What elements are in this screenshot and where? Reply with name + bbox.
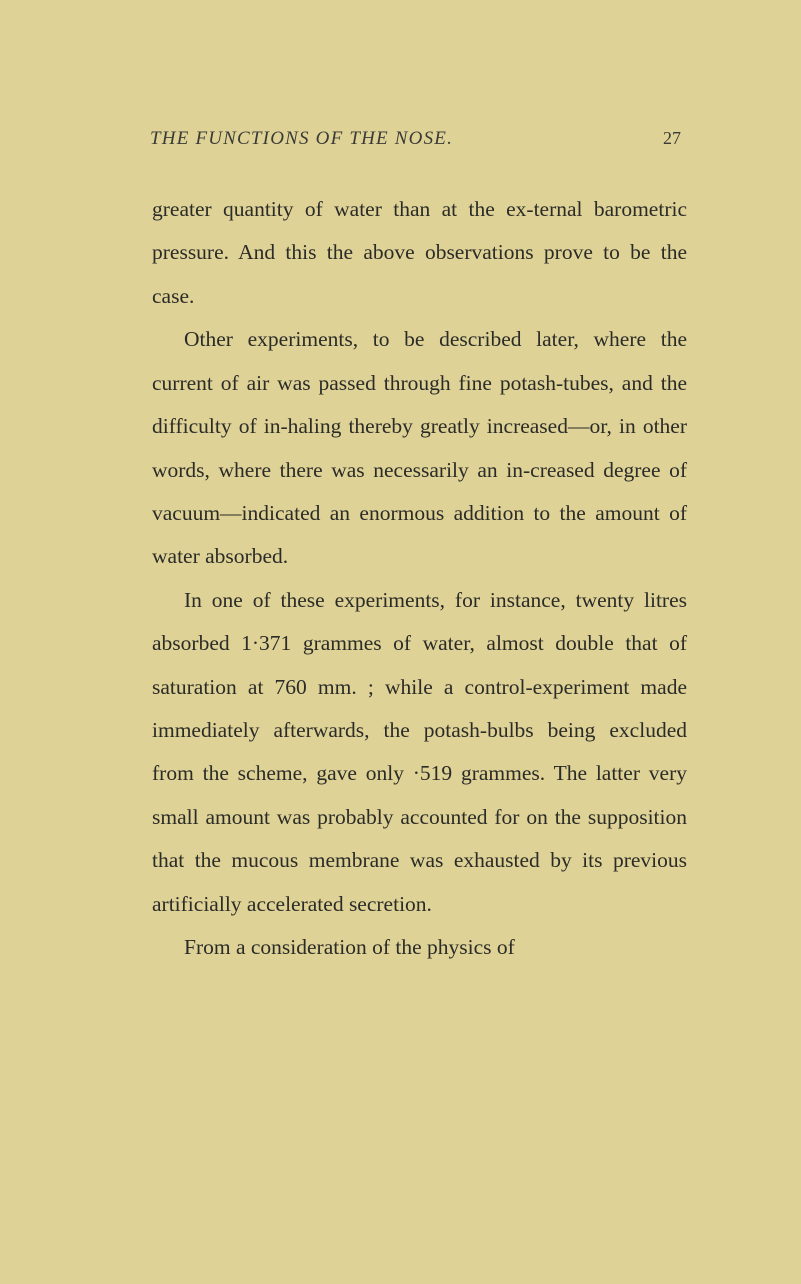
paragraph-2: Other experiments, to be described later… — [152, 318, 687, 579]
header-title: THE FUNCTIONS OF THE NOSE. — [150, 128, 453, 150]
page-number: 27 — [663, 128, 681, 149]
paragraph-1: greater quantity of water than at the ex… — [152, 188, 687, 318]
paragraph-4: From a consideration of the physics of — [152, 926, 687, 969]
page-body: greater quantity of water than at the ex… — [150, 188, 689, 970]
running-header: THE FUNCTIONS OF THE NOSE. 27 — [150, 128, 689, 150]
paragraph-3: In one of these experiments, for instanc… — [152, 579, 687, 926]
